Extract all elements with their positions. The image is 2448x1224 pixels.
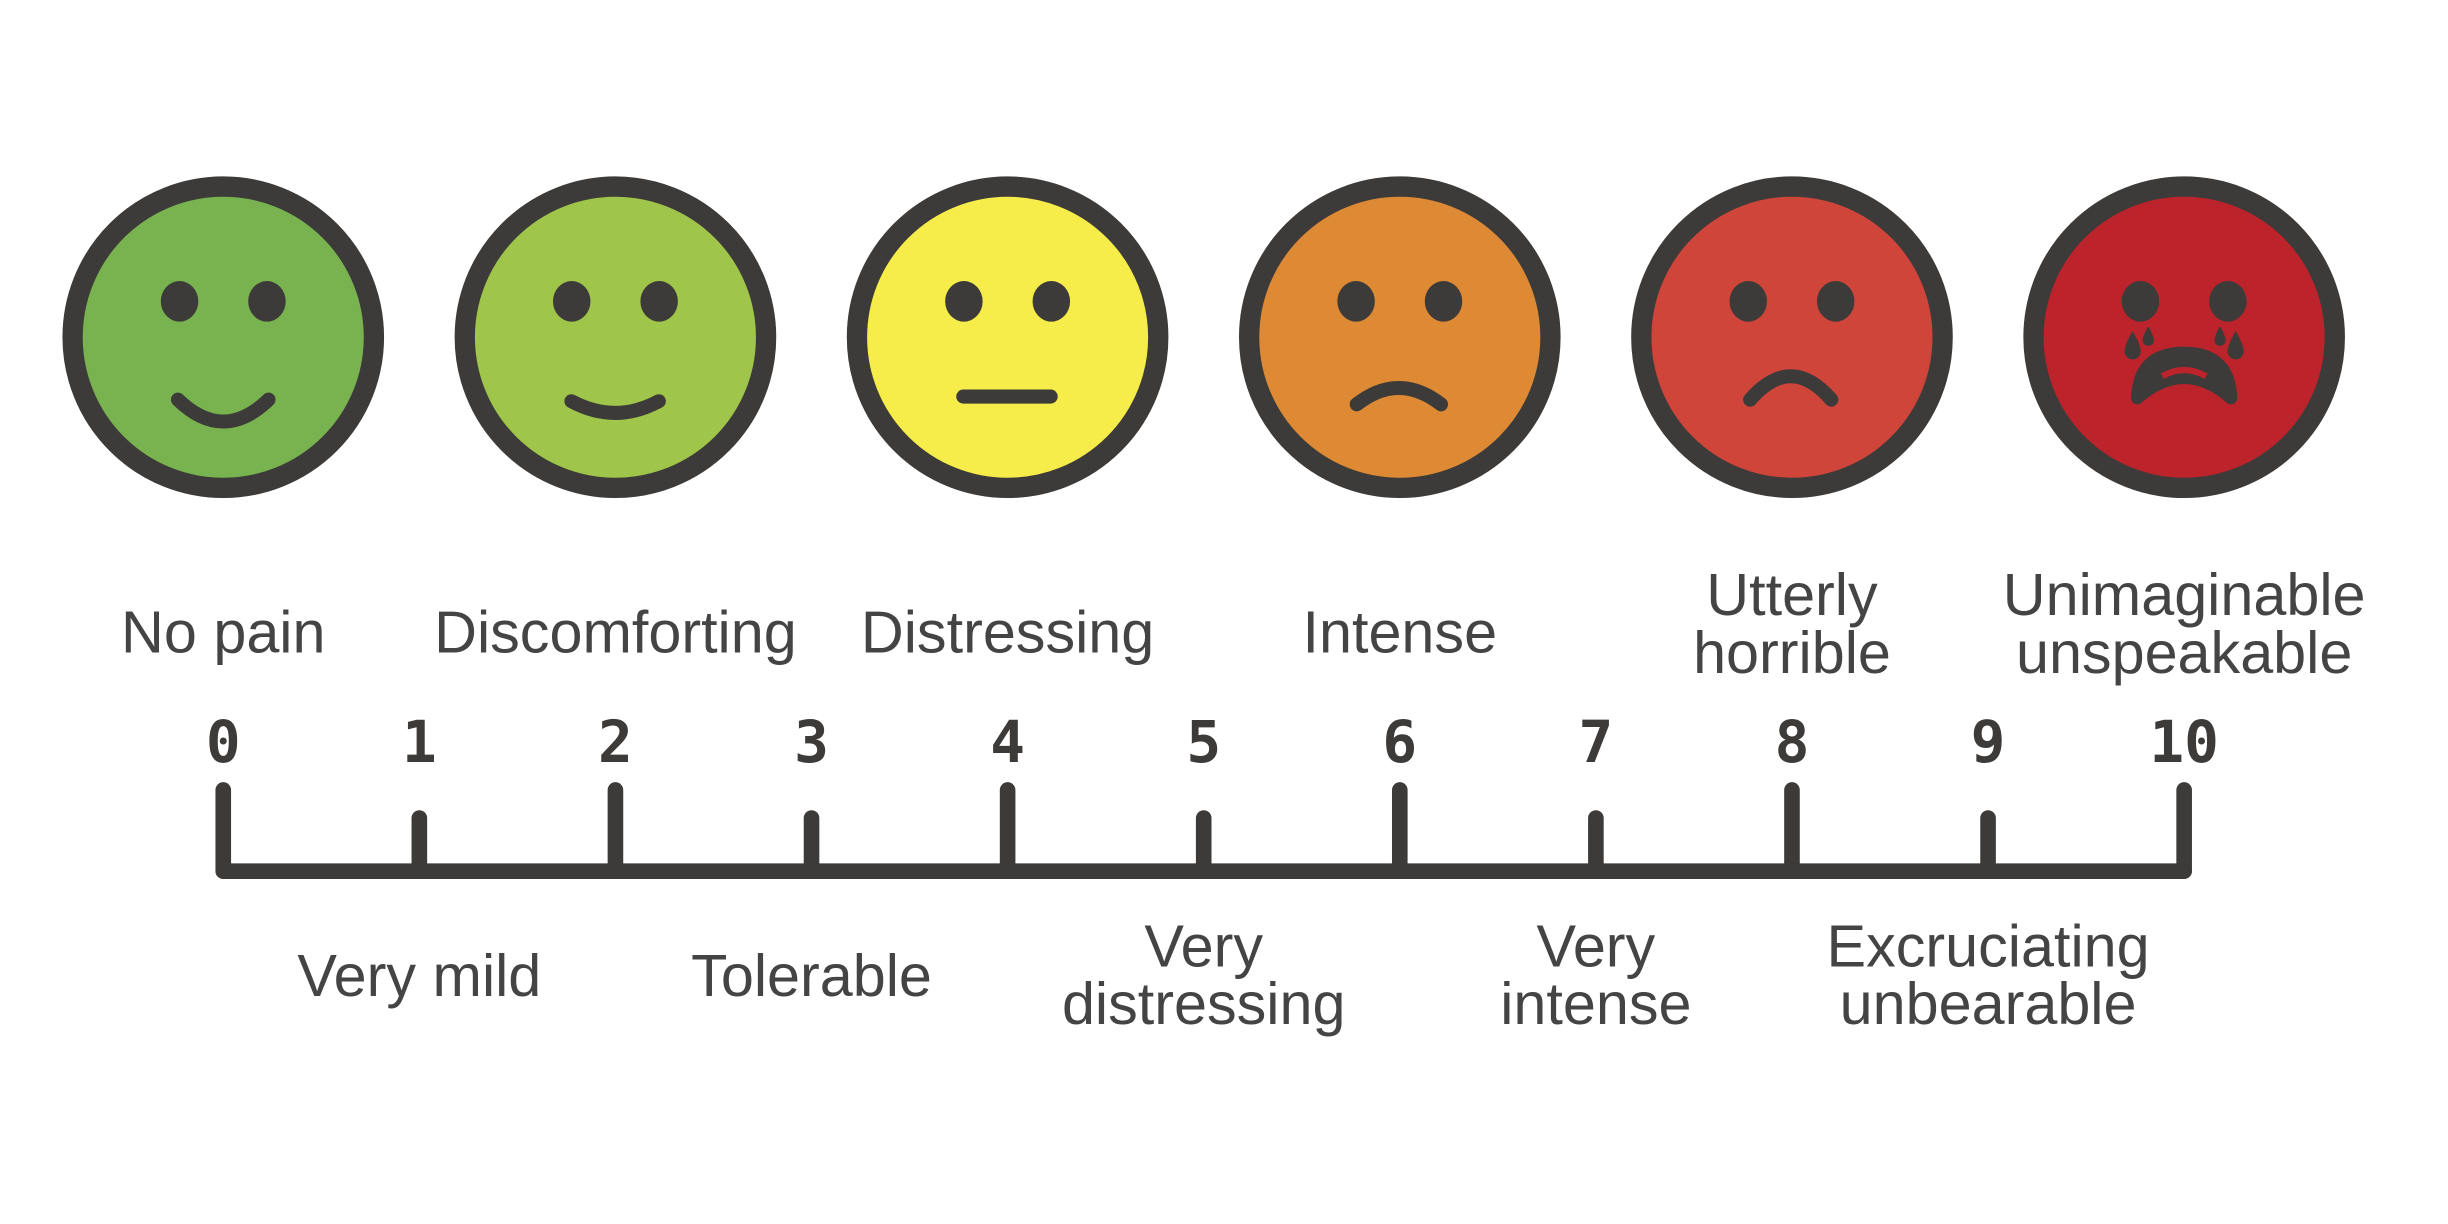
tick-label: 9: [1971, 708, 2006, 776]
level-label: unbearable: [1840, 970, 2137, 1037]
face-label: Unimaginable: [2003, 561, 2366, 628]
face-circle: [2023, 176, 2345, 499]
scale-axis: 0 1 2 3 4 5 6 7 8 9 10: [206, 708, 2219, 879]
face-circle: [62, 176, 385, 499]
face-circle: [1238, 176, 1561, 499]
left-eye: [1337, 281, 1375, 322]
mouth: [564, 394, 666, 420]
face-label: Distressing: [861, 599, 1154, 666]
face-label: Intense: [1303, 599, 1498, 666]
right-eye: [248, 281, 286, 322]
tick-label: 10: [2149, 708, 2219, 776]
tick-label: 5: [1186, 708, 1221, 776]
face-neutral: [846, 176, 1169, 499]
tear-icon: [2227, 330, 2244, 360]
mouth: [170, 392, 276, 429]
face-crying: [2023, 176, 2345, 499]
face-smile: [454, 176, 777, 499]
level-label: distressing: [1062, 970, 1346, 1037]
left-eye: [552, 281, 591, 322]
right-eye: [1816, 281, 1855, 322]
tear-icon: [2214, 326, 2226, 346]
left-eye: [160, 281, 199, 322]
left-eye: [1729, 281, 1767, 322]
face-label: No pain: [121, 599, 325, 666]
right-eye: [2209, 281, 2247, 322]
tick-label: 4: [990, 708, 1025, 776]
face-sad: [1631, 176, 1953, 499]
mouth: [2131, 346, 2238, 405]
left-eye: [2121, 281, 2160, 322]
level-label: Very: [1144, 912, 1263, 979]
faces-row: [62, 176, 2345, 499]
face-circle: [1631, 176, 1953, 499]
level-label: Tolerable: [691, 942, 932, 1009]
tick-label: 2: [598, 708, 633, 776]
face-label: unspeakable: [2016, 619, 2352, 686]
tear-icon: [2124, 330, 2141, 360]
tick-label: 0: [206, 708, 241, 776]
odd-level-labels: Very mild Tolerable VerydistressingVeryint…: [297, 912, 2149, 1037]
tick-label: 6: [1382, 708, 1417, 776]
level-label: Very: [1537, 912, 1656, 979]
tick-label: 8: [1775, 708, 1810, 776]
face-big-smile: [62, 176, 385, 499]
tear-icon: [2142, 326, 2154, 346]
face-frown: [1238, 176, 1561, 499]
right-eye: [1032, 281, 1071, 322]
tick-label: 3: [794, 708, 829, 776]
face-label: horrible: [1693, 619, 1891, 686]
right-eye: [1424, 281, 1463, 322]
face-label: Utterly: [1706, 561, 1878, 628]
mouth: [1743, 369, 1839, 407]
face-label: Discomforting: [434, 599, 797, 666]
tick-label: 7: [1578, 708, 1613, 776]
level-label: Very mild: [297, 942, 541, 1009]
mouth-inner: [2160, 366, 2208, 380]
face-circle: [846, 176, 1169, 499]
right-eye: [640, 281, 678, 322]
level-label: intense: [1500, 970, 1691, 1037]
level-label: Excruciating: [1827, 912, 2150, 979]
left-eye: [945, 281, 983, 322]
face-labels: No pain Discomforting Distressing Intense Ut…: [121, 561, 2365, 686]
mouth: [1349, 380, 1449, 412]
tick-label: 1: [402, 708, 437, 776]
face-circle: [454, 176, 777, 499]
